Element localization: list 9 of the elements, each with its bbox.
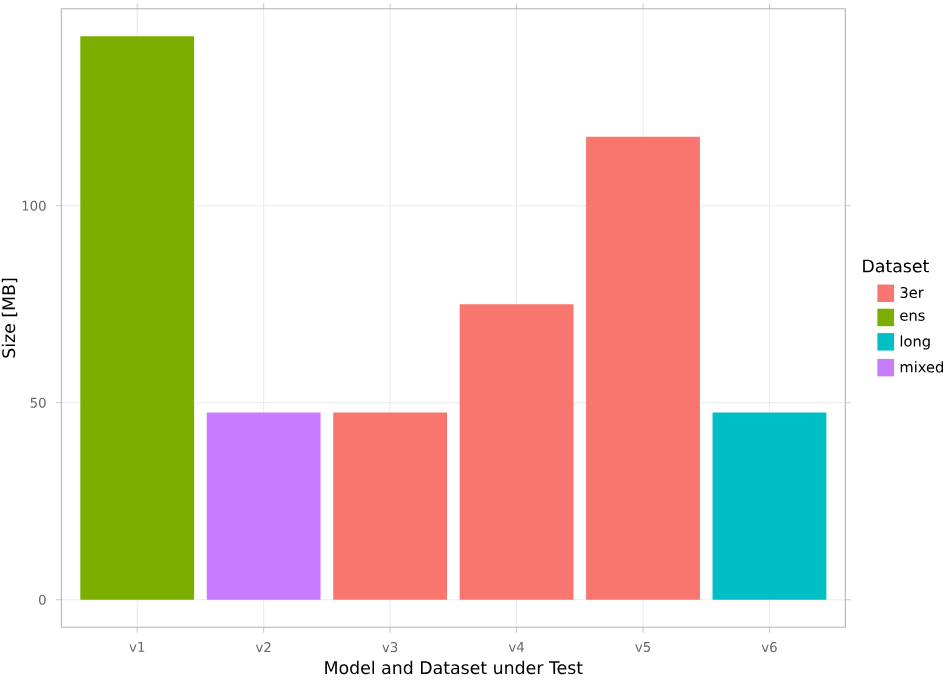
bar (712, 412, 827, 600)
bar (459, 304, 574, 600)
y-axis-title: Size [MB] (1, 278, 18, 358)
bar (80, 36, 195, 600)
x-axis-title: Model and Dataset under Test (325, 660, 583, 675)
legend-title: Dataset (863, 259, 929, 273)
bar (586, 136, 700, 600)
bar (206, 412, 321, 600)
bar (333, 412, 448, 600)
